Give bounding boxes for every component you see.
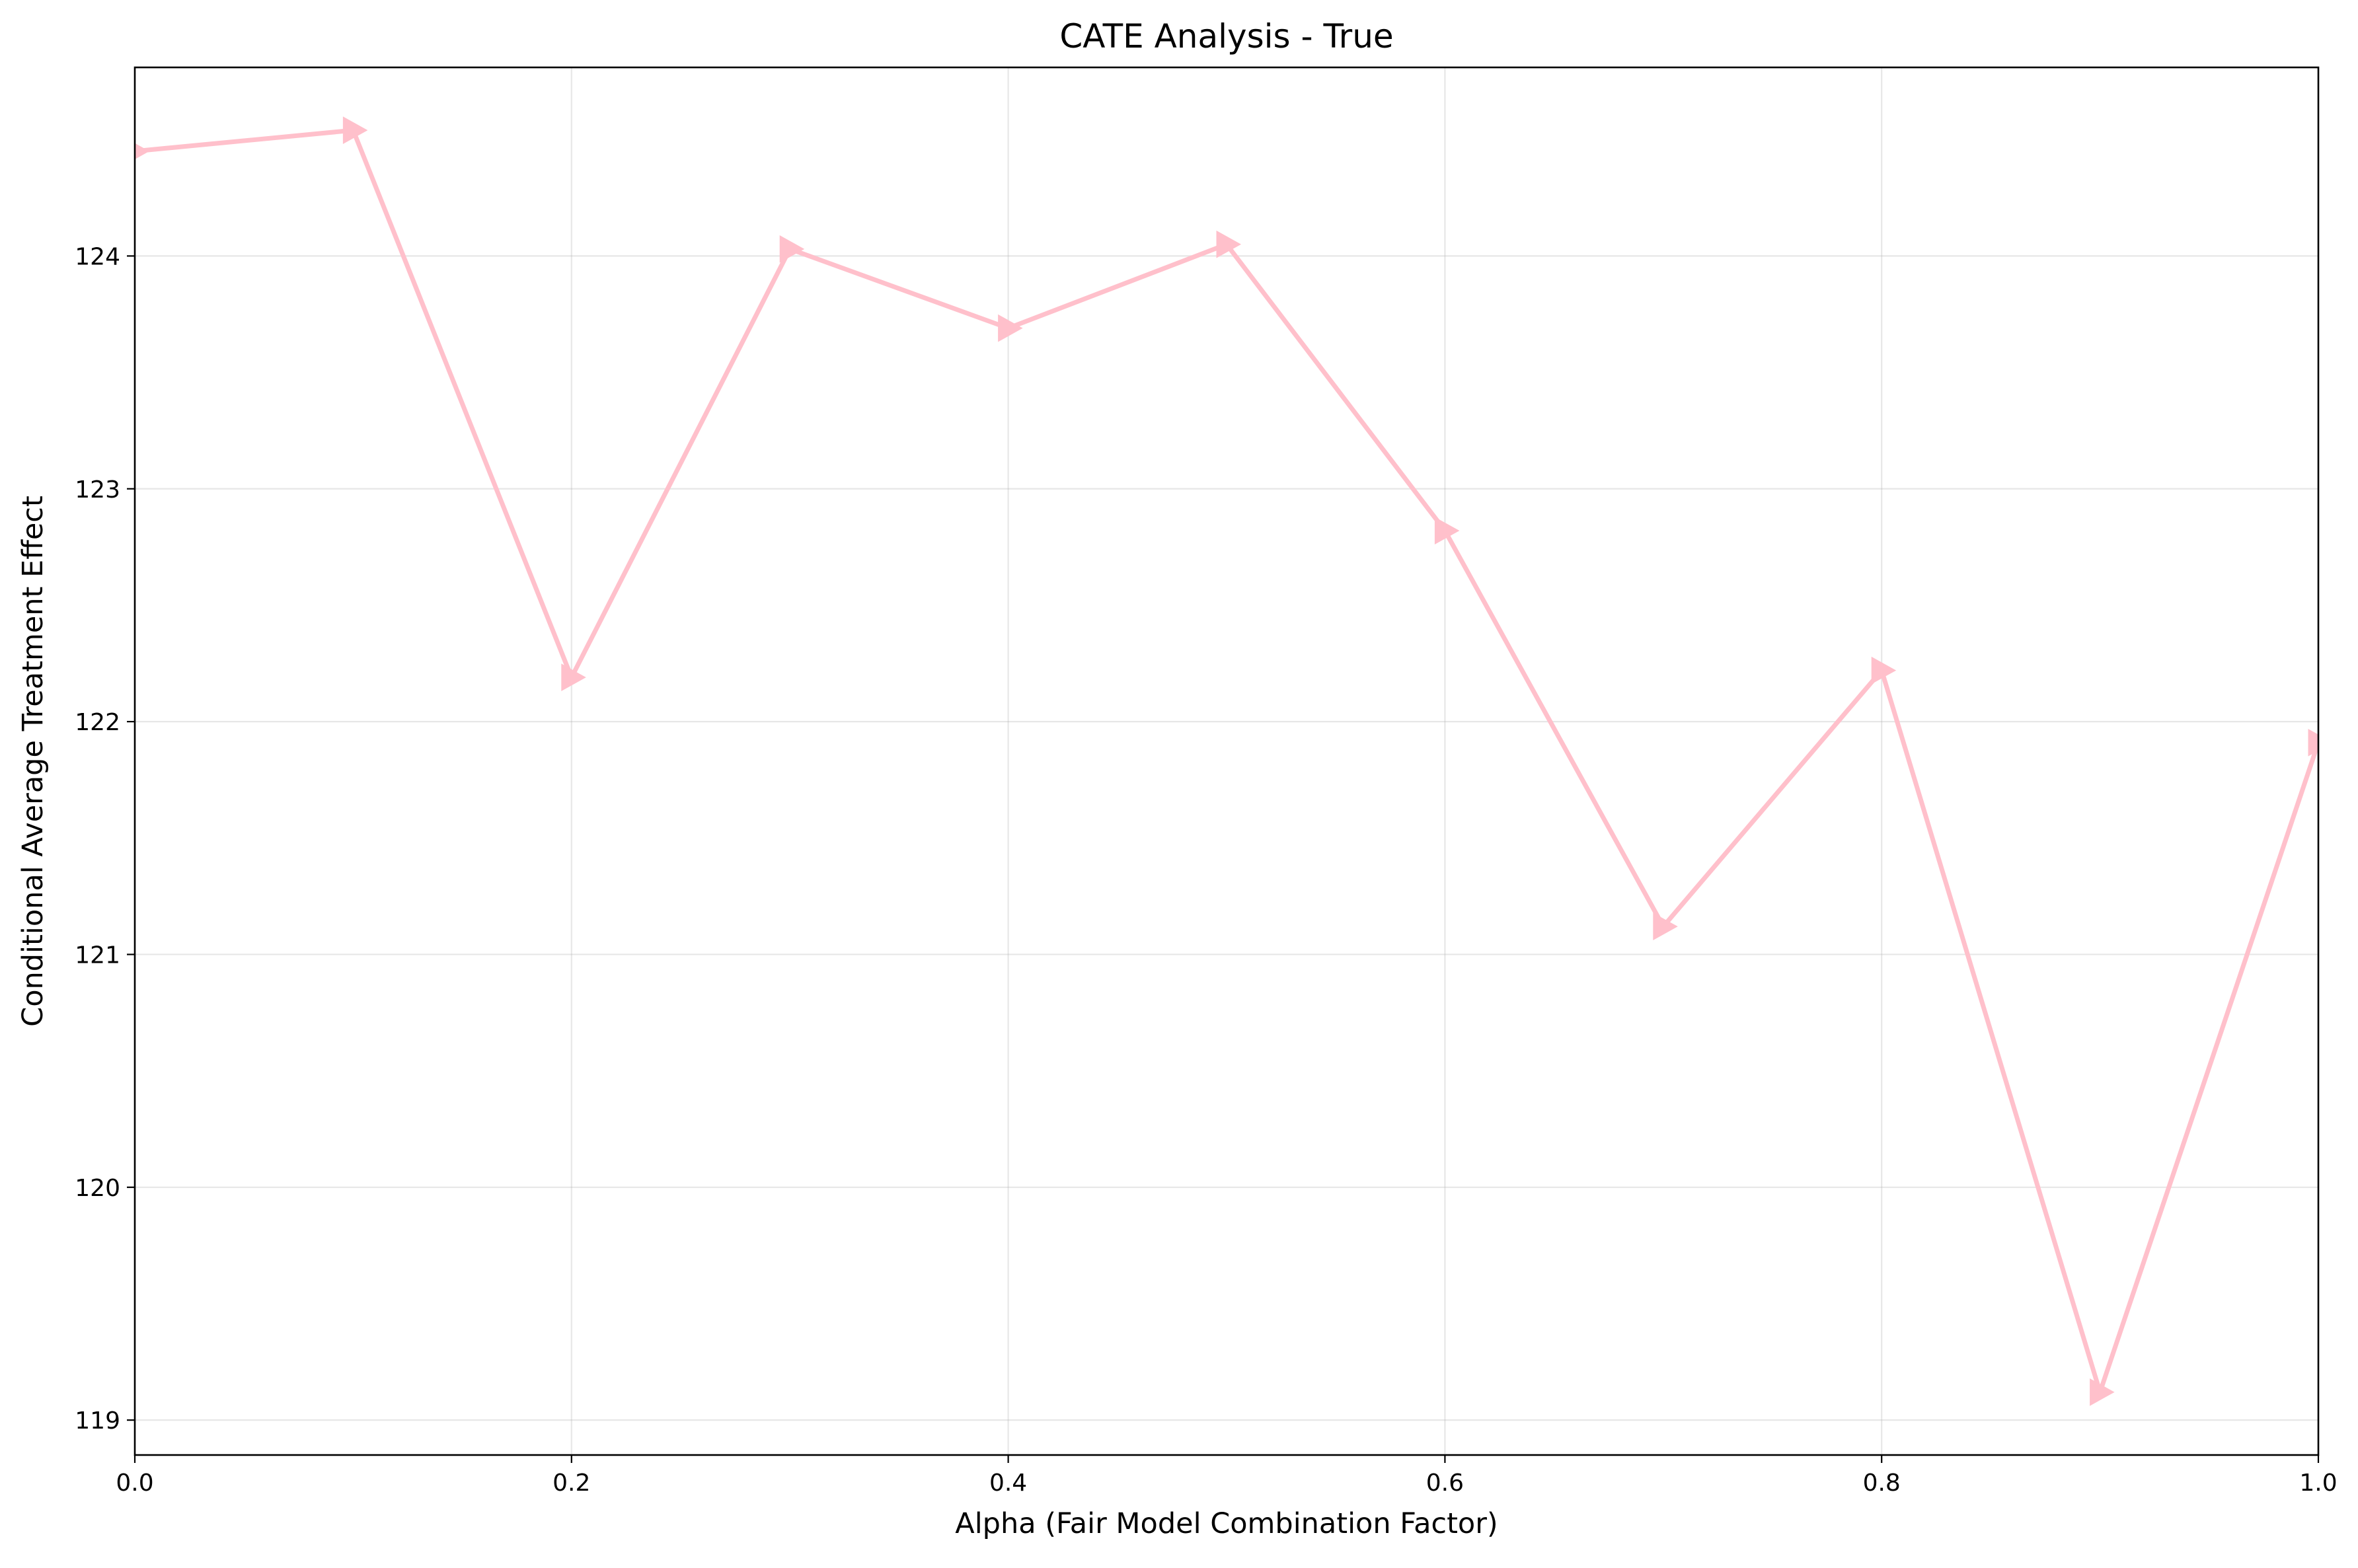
y-tick-label: 120	[75, 1175, 120, 1202]
y-tick-label: 123	[75, 476, 120, 504]
y-tick-label: 124	[75, 243, 120, 270]
data-point-marker	[779, 235, 805, 263]
x-tick-label: 0.8	[1863, 1470, 1901, 1497]
data-point-marker	[135, 143, 150, 160]
x-axis-label: Alpha (Fair Model Combination Factor)	[955, 1507, 1498, 1540]
axis-ticks: 0.0 0.2 0.4 0.6 0.8 1.0 119 120 121 122 123 124	[75, 243, 2337, 1497]
data-point-marker	[998, 314, 1023, 342]
plot-frame	[133, 66, 2320, 1456]
x-tick-label: 1.0	[2299, 1470, 2337, 1497]
data-point-marker	[1434, 517, 1460, 545]
x-tick-label: 0.0	[116, 1470, 153, 1497]
data-point-marker	[342, 116, 368, 144]
data-point-marker	[2090, 1378, 2115, 1406]
chart-title: CATE Analysis - True	[1059, 17, 1393, 56]
x-tick-label: 0.4	[989, 1470, 1027, 1497]
grid	[133, 67, 2320, 1455]
y-tick-label: 119	[75, 1407, 120, 1435]
data-point-marker	[1871, 656, 1897, 685]
series-line	[135, 128, 2318, 1395]
x-tick-label: 0.6	[1426, 1470, 1464, 1497]
data-point-marker	[1216, 230, 1242, 258]
data-point-marker	[1653, 913, 1678, 941]
data-point-marker	[2308, 728, 2318, 757]
data-point-marker	[561, 663, 586, 692]
series-layer	[135, 116, 2318, 1406]
y-tick-label: 121	[75, 942, 120, 969]
y-tick-label: 122	[75, 709, 120, 736]
x-tick-label: 0.2	[552, 1470, 590, 1497]
y-axis-label: Conditional Average Treatment Effect	[17, 496, 50, 1027]
